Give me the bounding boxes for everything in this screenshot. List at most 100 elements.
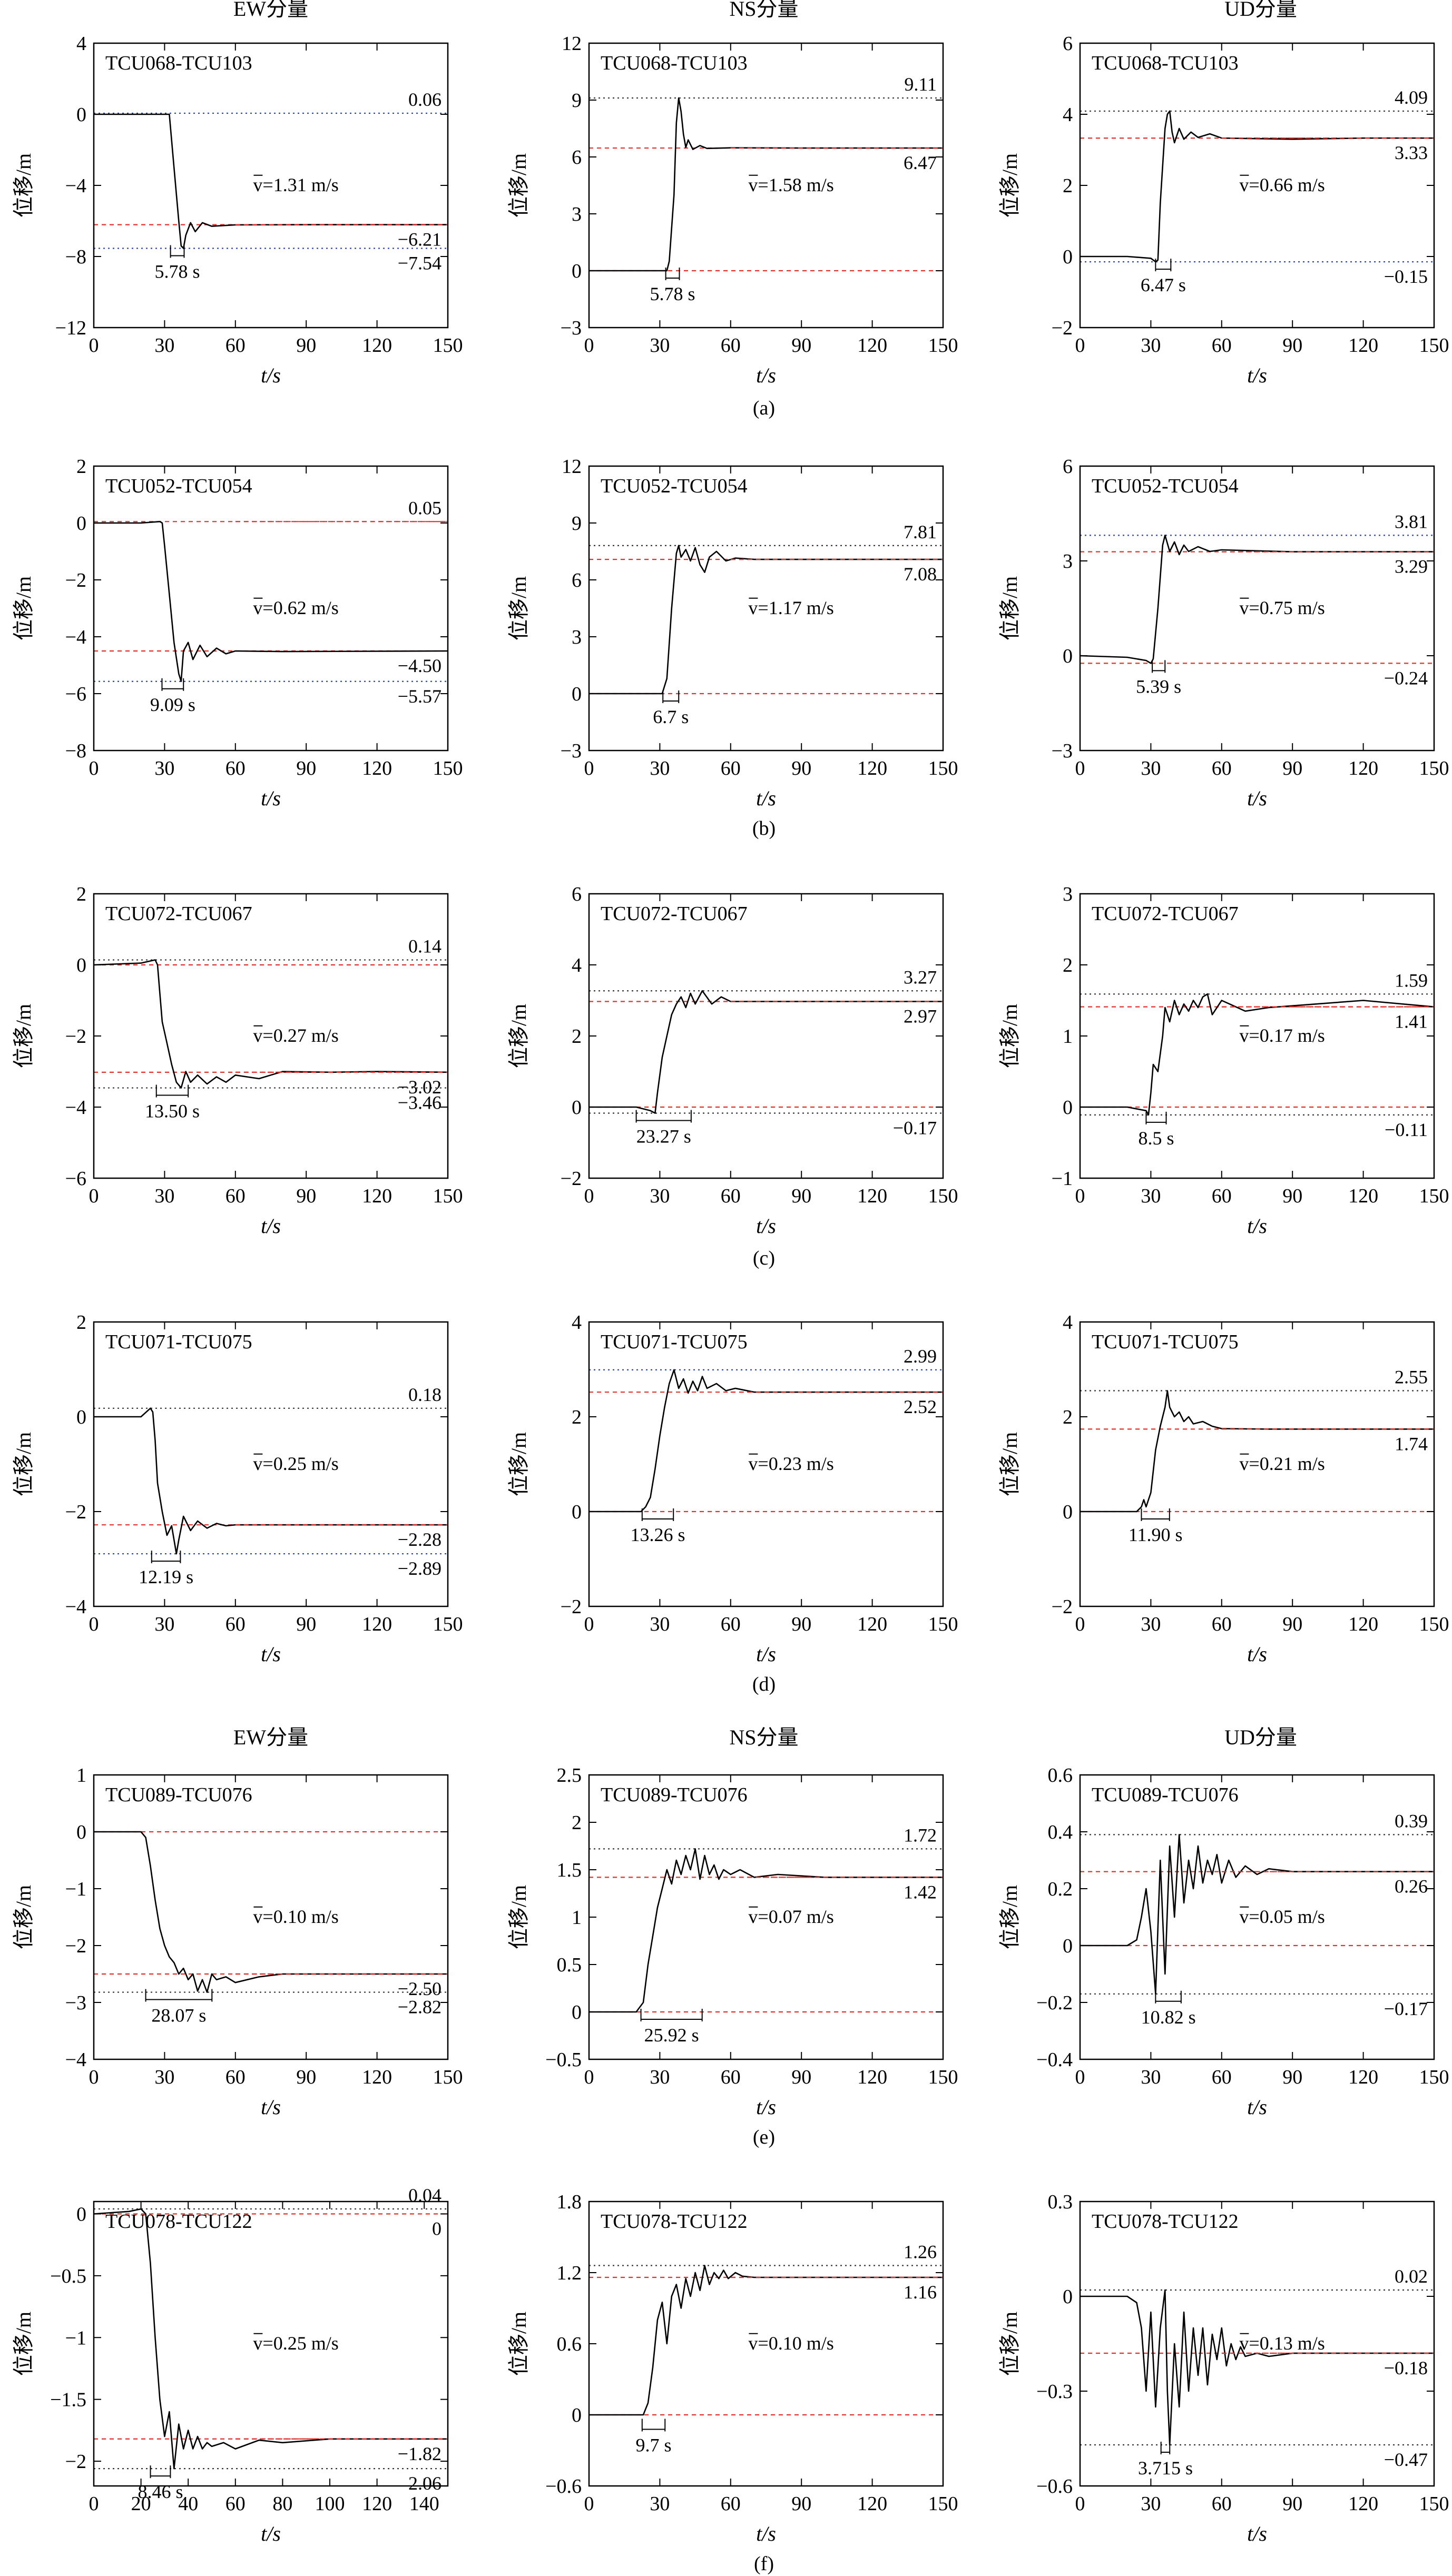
x-tick-label: 0 bbox=[1075, 1185, 1085, 1207]
x-tick-label: 90 bbox=[1282, 2066, 1302, 2088]
x-tick-label: 120 bbox=[362, 757, 392, 779]
station-pair-label: TCU089-TCU076 bbox=[105, 1784, 252, 1806]
panel-c-ew: 0 30 60 90 120 150 −6 −4 −2 0 2 t/s 位移/m TCU072-TCU06… bbox=[12, 883, 463, 1238]
panel-grid: 0 30 60 90 120 150−12−8−404t/s位移/mTCU068-TCU1… bbox=[12, 33, 1449, 2545]
duration-label: 9.7 s bbox=[636, 2435, 672, 2456]
y-axis-label: 位移/m bbox=[507, 153, 531, 218]
displacement-trace bbox=[1080, 2289, 1434, 2446]
reference-value-label: 0.05 bbox=[408, 497, 442, 518]
x-tick-label: 60 bbox=[1212, 757, 1232, 779]
x-tick-label: 150 bbox=[928, 2493, 958, 2515]
y-tick-label: 0 bbox=[1063, 1501, 1073, 1523]
x-tick-label: 90 bbox=[296, 1613, 316, 1635]
header-ud-second: UD分量 bbox=[1224, 1725, 1297, 1749]
y-tick-label: 4 bbox=[1063, 1311, 1073, 1334]
panel-e-ew: 0 30 60 90 120 150 −4 −3 −2 −1 0 1 t/s 位移/m TCU089-TCU… bbox=[12, 1764, 463, 2119]
reference-value-label: 2.99 bbox=[904, 1346, 937, 1367]
y-tick-label: 2.5 bbox=[557, 1764, 582, 1787]
x-tick-label: 120 bbox=[1348, 2493, 1378, 2515]
reference-value-label: 1.26 bbox=[904, 2242, 937, 2263]
x-tick-label: 30 bbox=[154, 757, 174, 779]
reference-value-label: −0.24 bbox=[1384, 667, 1428, 688]
x-tick-label: 90 bbox=[791, 757, 811, 779]
x-tick-label: 120 bbox=[857, 1185, 887, 1207]
reference-value-label: 2.55 bbox=[1395, 1367, 1428, 1388]
reference-value-label: 7.08 bbox=[904, 564, 937, 585]
x-tick-label: 150 bbox=[928, 1185, 958, 1207]
reference-value-label: 1.41 bbox=[1395, 1011, 1428, 1032]
y-tick-label: −2 bbox=[65, 1025, 86, 1048]
reference-value-label: 3.33 bbox=[1395, 142, 1428, 163]
y-tick-label: 2 bbox=[1063, 954, 1073, 976]
displacement-trace bbox=[589, 990, 943, 1114]
x-tick-label: 0 bbox=[584, 1185, 594, 1207]
x-tick-label: 30 bbox=[650, 1185, 670, 1207]
y-tick-label: 3 bbox=[572, 203, 582, 225]
reference-value-label: −2.82 bbox=[398, 1997, 442, 2018]
x-tick-label: 90 bbox=[1282, 757, 1302, 779]
x-tick-label: 150 bbox=[928, 1613, 958, 1635]
x-tick-label: 60 bbox=[225, 2066, 246, 2088]
y-tick-label: 0.6 bbox=[1048, 1764, 1073, 1787]
x-tick-label: 90 bbox=[791, 334, 811, 357]
average-velocity-label: v=0.23 m/s bbox=[748, 1453, 833, 1474]
y-tick-label: −1 bbox=[65, 1878, 86, 1900]
header-ew-second: EW分量 bbox=[233, 1725, 308, 1749]
plot-frame bbox=[1079, 1774, 1435, 2060]
header-ud-top: UD分量 bbox=[1224, 0, 1297, 21]
x-tick-label: 0 bbox=[1075, 334, 1085, 357]
x-tick-label: 60 bbox=[1212, 334, 1232, 357]
reference-value-label: 0.06 bbox=[408, 89, 442, 110]
duration-label: 12.19 s bbox=[139, 1566, 193, 1587]
x-axis-label: t/s bbox=[1247, 1642, 1267, 1666]
x-tick-label: 90 bbox=[791, 2493, 811, 2515]
x-tick-label: 120 bbox=[857, 2066, 887, 2088]
x-tick-label: 100 bbox=[315, 2493, 345, 2515]
x-tick-label: 120 bbox=[857, 757, 887, 779]
station-pair-label: TCU068-TCU103 bbox=[601, 52, 748, 74]
x-tick-label: 150 bbox=[1419, 1613, 1449, 1635]
y-tick-label: 0 bbox=[1063, 2286, 1073, 2308]
panel-e-ud: 0 30 60 90 120 150 −0.4 −0.2 0 0.2 0.4 0.6 t/s 位移/m TC… bbox=[998, 1764, 1449, 2119]
y-axis-label: 位移/m bbox=[998, 153, 1022, 218]
y-tick-label: 0 bbox=[1063, 1097, 1073, 1119]
x-tick-label: 60 bbox=[1212, 2493, 1232, 2515]
x-tick-label: 90 bbox=[1282, 2493, 1302, 2515]
x-axis-label: t/s bbox=[261, 363, 281, 387]
x-tick-label: 90 bbox=[791, 1185, 811, 1207]
row-label-c: (c) bbox=[753, 1247, 775, 1269]
x-tick-label: 0 bbox=[89, 334, 99, 357]
y-tick-label: −4 bbox=[65, 1596, 86, 1618]
average-velocity-label: v=0.21 m/s bbox=[1239, 1453, 1325, 1474]
y-tick-label: −4 bbox=[65, 2049, 86, 2071]
y-tick-label: 0 bbox=[76, 512, 86, 535]
x-tick-label: 120 bbox=[1348, 334, 1378, 357]
reference-value-label: −0.18 bbox=[1384, 2357, 1428, 2378]
y-tick-label: 3 bbox=[1063, 550, 1073, 573]
x-tick-label: 90 bbox=[296, 757, 316, 779]
x-tick-label: 150 bbox=[1419, 2066, 1449, 2088]
y-tick-label: 0.2 bbox=[1048, 1878, 1073, 1900]
panel-e-ns: 0 30 60 90 120 150−0.500.511.522.5t/s位移/mTCU0… bbox=[507, 1764, 958, 2119]
reference-value-label: −2.89 bbox=[398, 1558, 442, 1579]
x-axis-label: t/s bbox=[261, 1214, 281, 1238]
y-tick-label: 4 bbox=[1063, 104, 1073, 126]
y-axis-label: 位移/m bbox=[998, 1885, 1022, 1949]
y-tick-label: −0.6 bbox=[1036, 2475, 1073, 2498]
duration-label: 5.78 s bbox=[650, 283, 695, 304]
reference-value-label: 3.27 bbox=[904, 966, 937, 988]
reference-value-label: −0.15 bbox=[1384, 266, 1428, 287]
x-tick-label: 60 bbox=[225, 1185, 246, 1207]
panel-a-ns: 0 30 60 90 120 150−3036912t/s位移/mTCU068-TCU10… bbox=[507, 33, 958, 387]
duration-label: 8.5 s bbox=[1138, 1128, 1174, 1149]
y-tick-label: 1 bbox=[76, 1764, 86, 1787]
x-tick-label: 60 bbox=[1212, 1185, 1232, 1207]
plot-frame bbox=[1079, 2200, 1435, 2487]
y-tick-label: 2 bbox=[572, 1812, 582, 1834]
average-velocity-label: v=1.31 m/s bbox=[253, 174, 338, 195]
y-tick-label: −2 bbox=[1052, 1596, 1073, 1618]
y-axis-label: 位移/m bbox=[12, 153, 35, 218]
x-tick-label: 120 bbox=[857, 334, 887, 357]
y-tick-label: −8 bbox=[65, 740, 86, 762]
reference-value-label: 4.09 bbox=[1395, 87, 1428, 108]
